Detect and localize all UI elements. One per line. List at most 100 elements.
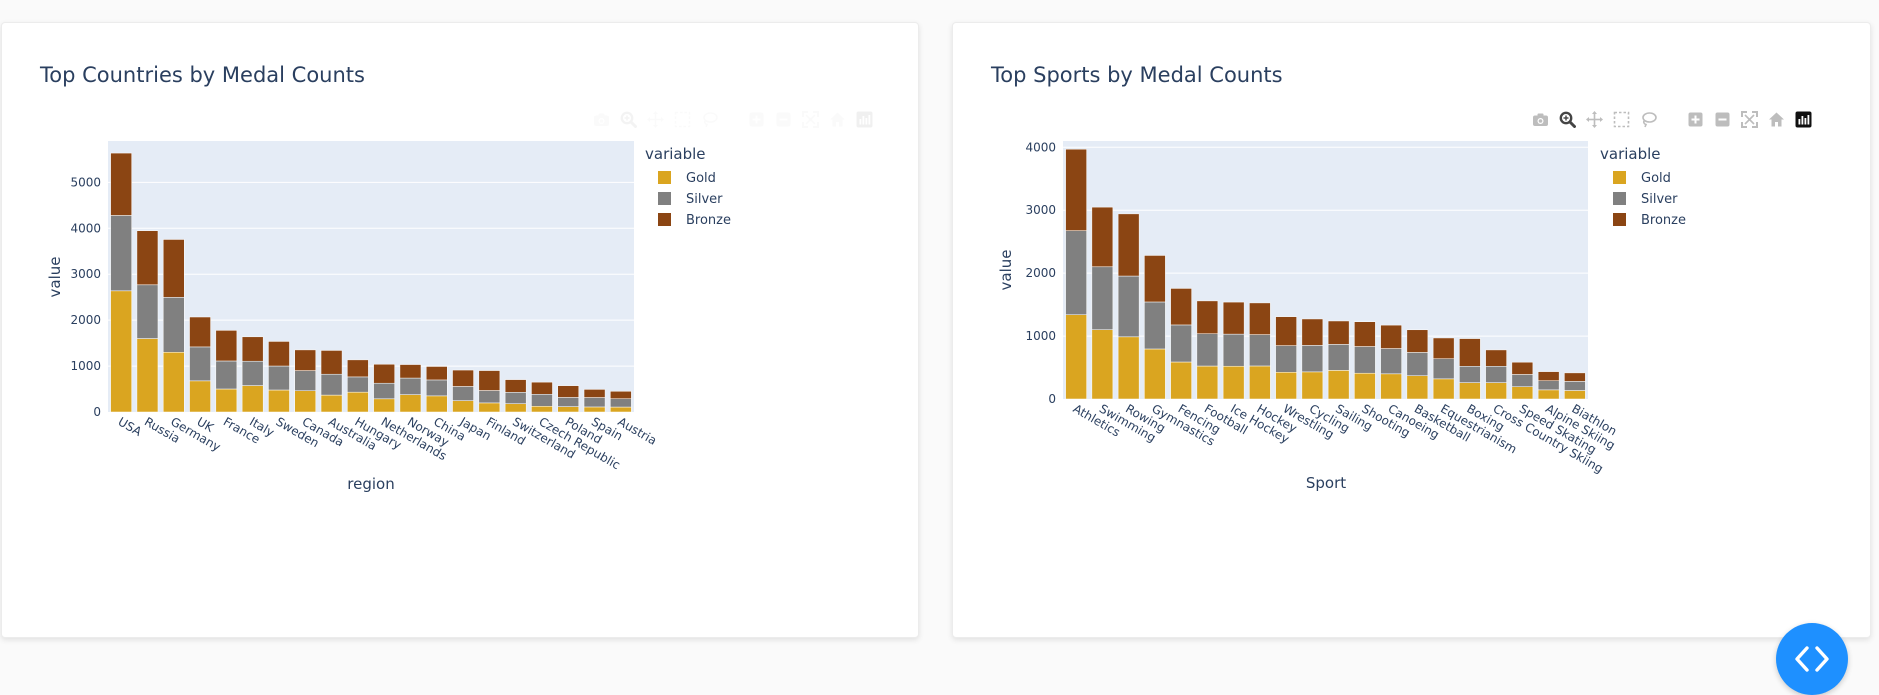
plotly-logo-icon: [1795, 111, 1812, 128]
bar-bronze: [1222, 301, 1245, 335]
bar-bronze: [162, 239, 185, 298]
bar-gold: [1564, 390, 1586, 400]
autoscale-button[interactable]: [802, 111, 819, 128]
bar-silver: [373, 382, 395, 400]
zoom-out-button[interactable]: [1714, 111, 1731, 128]
bar-silver: [1196, 333, 1219, 367]
plot-background: [1063, 141, 1588, 399]
lasso-select-button[interactable]: [1640, 111, 1657, 128]
bar-silver: [189, 346, 211, 382]
bar-gold: [1327, 370, 1350, 400]
bar-gold: [504, 403, 527, 413]
bar-bronze: [1196, 300, 1219, 334]
y-tick-label: 2000: [1025, 266, 1056, 280]
box-select-button[interactable]: [674, 111, 691, 128]
bar-gold: [136, 338, 159, 413]
bar-silver: [268, 365, 290, 391]
bar-gold: [294, 390, 317, 413]
box-select-button[interactable]: [1613, 111, 1630, 128]
bar-silver: [1117, 275, 1140, 338]
bar-gold: [1406, 375, 1429, 400]
legend-swatch-silver: [658, 192, 671, 205]
bar-gold: [1065, 314, 1087, 400]
bar-gold: [531, 406, 553, 413]
lasso-select-icon: [703, 112, 718, 128]
bar-bronze: [504, 379, 527, 393]
y-tick-label: 1000: [1025, 329, 1056, 343]
bar-gold: [1222, 365, 1245, 400]
zoom-in-icon: [1688, 112, 1703, 127]
camera-button[interactable]: [1532, 111, 1549, 128]
chart-sports: 0 1000 2000 3000 4000 AthleticsSwimmingRowing…: [997, 140, 1686, 492]
reset-axes-icon: [830, 112, 845, 127]
bar-silver: [583, 397, 606, 408]
camera-button[interactable]: [593, 111, 610, 128]
zoom-in-button[interactable]: [748, 111, 765, 128]
zoom-out-icon: [776, 112, 791, 127]
camera-icon: [594, 113, 609, 126]
bar-gold: [1380, 373, 1402, 400]
bar-silver: [478, 390, 501, 404]
autoscale-icon: [1741, 111, 1758, 128]
bar-bronze: [268, 341, 290, 367]
bar-silver: [1432, 358, 1455, 380]
bar-bronze: [373, 363, 395, 384]
bar-silver: [1222, 333, 1245, 367]
autoscale-icon: [802, 111, 819, 128]
chart-card-sports: Top Sports by Medal Counts 0 1000 2000 3000…: [952, 22, 1871, 638]
bar-silver: [241, 360, 264, 386]
bar-bronze: [215, 330, 238, 362]
bar-silver: [320, 373, 343, 396]
bar-bronze: [320, 350, 343, 375]
bar-silver: [1249, 334, 1271, 367]
code-toggle-button[interactable]: [1776, 623, 1848, 695]
zoom-out-button[interactable]: [775, 111, 792, 128]
bar-silver: [1091, 266, 1114, 330]
bar-gold: [1301, 371, 1324, 400]
reset-axes-button[interactable]: [1768, 111, 1785, 128]
bar-gold: [268, 389, 290, 413]
legend-swatch-silver: [1613, 192, 1626, 205]
bar-bronze: [1249, 302, 1271, 335]
bar-silver: [1170, 324, 1192, 363]
bar-silver: [557, 397, 580, 407]
bar-gold: [583, 406, 606, 413]
legend-label-silver: Silver: [686, 192, 723, 207]
zoom-button[interactable]: [620, 111, 637, 128]
box-select-icon: [1613, 111, 1630, 128]
legend: variable Gold Silver Bronze: [645, 145, 731, 228]
pan-button[interactable]: [1586, 111, 1603, 128]
x-tick-label: USA: [116, 414, 145, 439]
autoscale-button[interactable]: [1741, 111, 1758, 128]
y-tick-label: 3000: [70, 267, 101, 281]
bar-gold: [1117, 336, 1140, 400]
bar-bronze: [1537, 371, 1560, 382]
reset-axes-button[interactable]: [829, 111, 846, 128]
bar-bronze: [531, 381, 553, 395]
bar-gold: [610, 406, 632, 413]
zoom-in-button[interactable]: [1687, 111, 1704, 128]
bars: [110, 152, 632, 413]
bar-bronze: [1144, 255, 1166, 303]
plotly-logo-button[interactable]: [856, 111, 873, 128]
y-tick-label: 3000: [1025, 203, 1056, 217]
pan-button[interactable]: [647, 111, 664, 128]
bar-bronze: [610, 391, 632, 399]
reset-axes-icon: [1769, 112, 1784, 127]
bar-silver: [1144, 301, 1166, 350]
bar-bronze: [425, 366, 448, 381]
bars: [1065, 148, 1586, 400]
chart-card-countries: Top Countries by Medal Counts 0 1000 2000 3…: [1, 22, 919, 638]
bar-bronze: [189, 316, 211, 348]
lasso-select-button[interactable]: [701, 111, 718, 128]
bar-gold: [1459, 382, 1481, 400]
legend: variable Gold Silver Bronze: [1600, 145, 1686, 228]
bar-bronze: [557, 385, 580, 398]
pan-icon: [1586, 111, 1603, 128]
plotly-logo-button[interactable]: [1795, 111, 1812, 128]
bar-gold: [1249, 365, 1271, 400]
bar-gold: [452, 400, 474, 413]
bar-silver: [110, 215, 132, 292]
zoom-button[interactable]: [1559, 111, 1576, 128]
